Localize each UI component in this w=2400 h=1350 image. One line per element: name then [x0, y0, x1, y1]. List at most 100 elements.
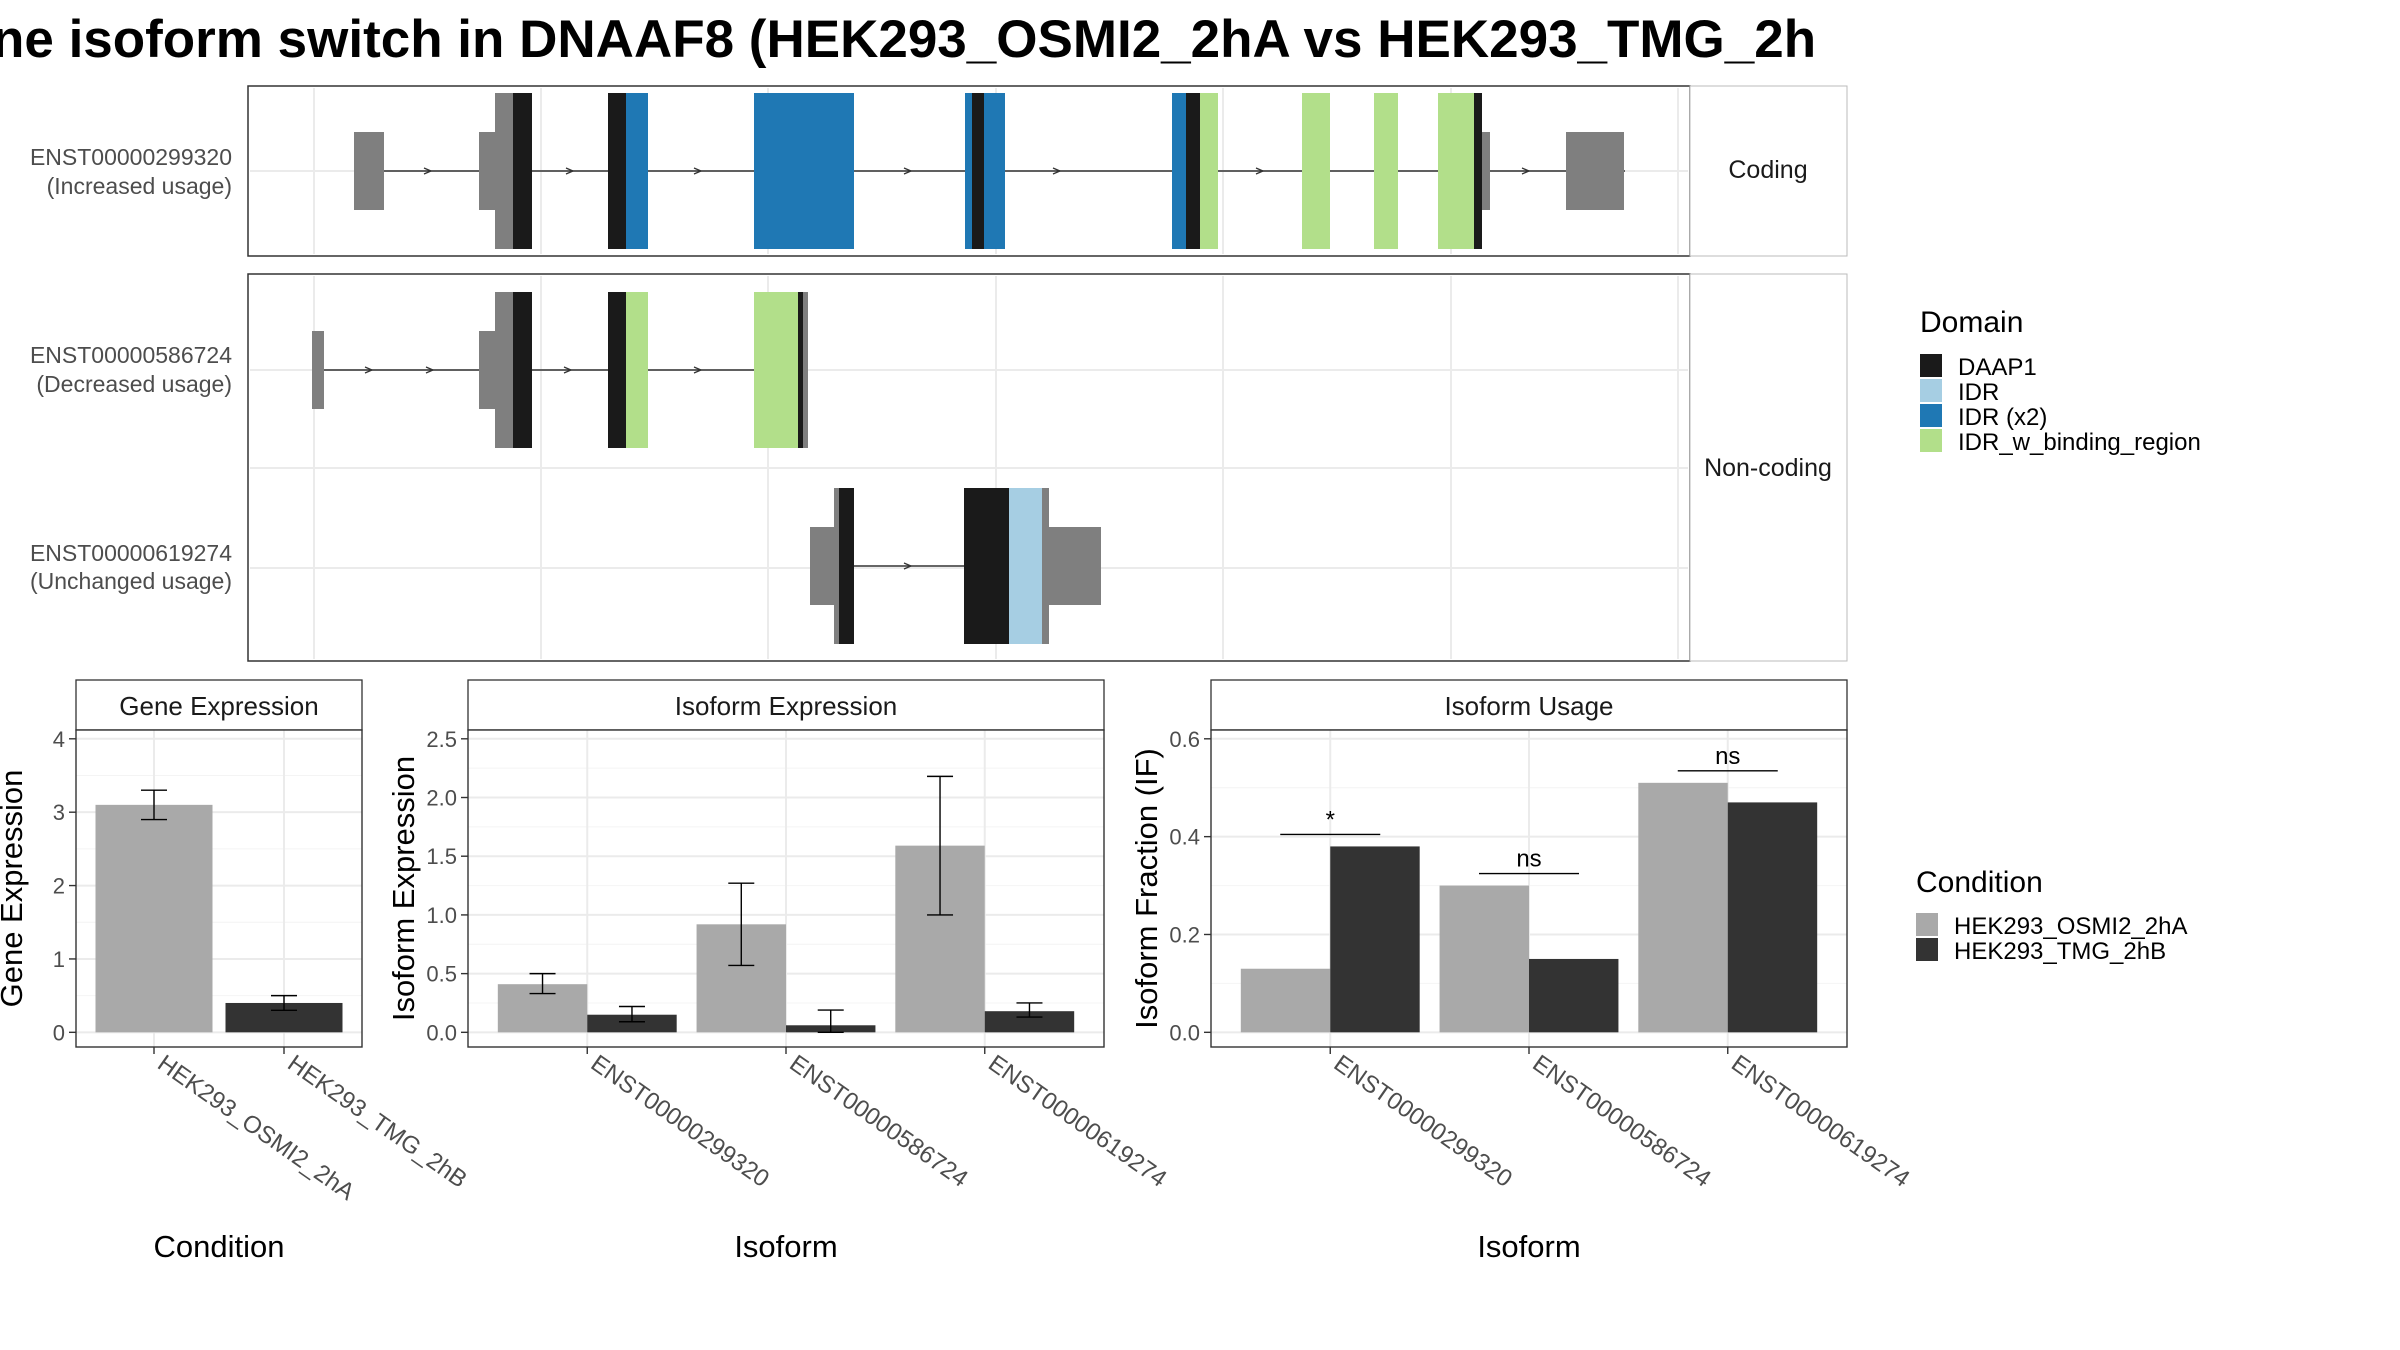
transcript-3-strand-arrow	[903, 562, 913, 570]
transcript-3-utr-exon	[1042, 488, 1049, 644]
y-tick-label: 0	[53, 1020, 65, 1045]
domain-legend-key-daap1	[1920, 354, 1942, 377]
transcript-1-strand-arrow	[1521, 167, 1531, 175]
condition-legend-label-a: HEK293_OSMI2_2hA	[1954, 913, 2187, 940]
x-tick-label: ENST00000619274	[983, 1050, 1171, 1193]
transcript-1-idr-binding-domain	[1374, 93, 1398, 249]
bar-charts: Gene ExpressionHEK293_OSMI2_2hAHEK293_TM…	[0, 679, 1915, 1264]
bar-ENST00000299320-HEK293_TMG_2hB	[587, 1014, 677, 1033]
transcript-1-id: ENST00000299320	[30, 144, 232, 170]
coding-strip	[1689, 85, 1848, 257]
transcript-2-utr-exon	[312, 331, 324, 409]
y-axis-title: Isoform Expression	[386, 756, 421, 1021]
transcript-2-daap1-domain	[798, 292, 803, 448]
chart-strip	[467, 679, 1105, 731]
figure-title: ne isoform switch in DNAAF8 (HEK293_OSMI…	[0, 10, 1816, 69]
transcript-3-id: ENST00000619274	[30, 540, 232, 566]
domain-legend-key-idr-binding	[1920, 429, 1942, 452]
domain-legend-label-idr-x2: IDR (x2)	[1958, 404, 2047, 431]
x-axis-title: Isoform	[1477, 1229, 1580, 1264]
significance-label: ns	[1715, 743, 1740, 770]
transcript-1-strand-arrow	[1052, 167, 1062, 175]
transcript-2-strand-arrow	[364, 366, 374, 374]
coding-strip-label: Coding	[1728, 156, 1807, 184]
transcript-1-strand-arrow	[903, 167, 913, 175]
condition-legend: Condition HEK293_OSMI2_2hA HEK293_TMG_2h…	[1916, 866, 2187, 965]
condition-legend-key-a	[1916, 913, 1938, 936]
transcript-1-strand-arrow	[1255, 167, 1265, 175]
y-tick-label: 0.2	[1169, 922, 1200, 947]
domain-legend-label-daap1: DAAP1	[1958, 354, 2037, 381]
y-tick-label: 1.0	[426, 903, 457, 928]
domain-legend: Domain DAAP1 IDR IDR (x2) IDR_w_binding_…	[1920, 306, 2201, 456]
bar-ENST00000619274-HEK293_OSMI2_2hA	[1638, 782, 1728, 1033]
transcript-3-utr-exon	[1049, 527, 1101, 605]
x-tick-label: ENST00000586724	[1528, 1050, 1716, 1193]
transcript-1-daap1-domain	[513, 93, 532, 249]
x-tick-label: ENST00000299320	[1329, 1050, 1517, 1193]
chart-strip-title: Isoform Expression	[675, 691, 898, 721]
transcript-1-idr-x2-domain	[984, 93, 1005, 249]
transcript-2-utr-exon	[495, 292, 513, 448]
transcript-tracks	[312, 93, 1625, 644]
bar-ENST00000619274-HEK293_TMG_2hB	[984, 1011, 1075, 1033]
transcript-2-strand-arrow	[425, 366, 435, 374]
significance-label: ns	[1516, 846, 1541, 873]
transcript-3-utr-exon	[834, 488, 839, 644]
x-axis-title: Condition	[154, 1229, 285, 1264]
transcript-1-utr-exon	[1482, 132, 1490, 210]
chart-2: Isoform Usage * ENST00000299320 ns ENST00000…	[1129, 679, 1915, 1264]
y-axis-title: Gene Expression	[0, 770, 29, 1008]
domain-legend-key-idr-x2	[1920, 404, 1942, 427]
transcript-2-usage: (Decreased usage)	[36, 371, 232, 397]
transcript-2-idr-binding-domain	[754, 292, 798, 448]
y-tick-label: 1.5	[426, 844, 457, 869]
domain-legend-label-idr-binding: IDR_w_binding_region	[1958, 429, 2201, 456]
bar-ENST00000586724-HEK293_OSMI2_2hA	[1439, 885, 1529, 1033]
y-tick-label: 3	[53, 800, 65, 825]
y-tick-label: 0.4	[1169, 825, 1200, 850]
transcript-2-daap1-domain	[608, 292, 626, 448]
chart-panel-border	[1210, 729, 1848, 1048]
noncoding-strip-label: Non-coding	[1704, 454, 1832, 482]
y-tick-label: 1	[53, 947, 65, 972]
transcript-1-strand-arrow	[565, 167, 575, 175]
x-axis-title: Isoform	[734, 1229, 837, 1264]
chart-strip-title: Gene Expression	[119, 691, 318, 721]
y-tick-label: 2.5	[426, 727, 457, 752]
condition-legend-key-b	[1916, 938, 1938, 961]
bar-ENST00000299320-HEK293_TMG_2hB	[1330, 846, 1420, 1033]
transcript-3-utr-exon	[810, 527, 834, 605]
transcript-3-idr-domain	[1009, 488, 1042, 644]
transcript-1-utr-exon	[495, 93, 513, 249]
transcript-1-idr-binding-domain	[1438, 93, 1474, 249]
transcript-2-strand-arrow	[693, 366, 703, 374]
transcript-1-idr-binding-domain	[1302, 93, 1330, 249]
bar-ENST00000586724-HEK293_TMG_2hB	[1529, 958, 1619, 1033]
noncoding-strip	[1689, 273, 1848, 662]
transcript-1-idr-x2-domain	[754, 93, 854, 249]
transcript-1-utr-exon	[1566, 132, 1624, 210]
chart-strip	[75, 679, 363, 731]
transcript-1-strand-arrow	[693, 167, 703, 175]
y-axis-title: Isoform Fraction (IF)	[1129, 748, 1164, 1029]
transcript-structure-panel: Coding Non-coding ENST00000299320 (Incre…	[30, 85, 1848, 662]
condition-legend-label-b: HEK293_TMG_2hB	[1954, 938, 2166, 965]
bar-ENST00000619274-HEK293_TMG_2hB	[1727, 802, 1818, 1033]
domain-legend-key-idr	[1920, 379, 1942, 402]
transcript-3-usage: (Unchanged usage)	[30, 568, 232, 594]
y-tick-label: 0.0	[426, 1020, 457, 1045]
transcript-1-idr-x2-domain	[626, 93, 648, 249]
transcript-1-daap1-domain	[1186, 93, 1200, 249]
condition-legend-title: Condition	[1916, 866, 2043, 899]
y-tick-label: 0.6	[1169, 727, 1200, 752]
transcript-1-usage: (Increased usage)	[47, 173, 232, 199]
chart-strip	[1210, 679, 1848, 731]
y-tick-label: 2	[53, 874, 65, 899]
transcript-2-id: ENST00000586724	[30, 342, 232, 368]
chart-panel-border	[467, 729, 1105, 1048]
transcript-1-daap1-domain	[608, 93, 626, 249]
bar-HEK293_OSMI2_2hA	[95, 804, 213, 1033]
transcript-1-idr-binding-domain	[1200, 93, 1218, 249]
